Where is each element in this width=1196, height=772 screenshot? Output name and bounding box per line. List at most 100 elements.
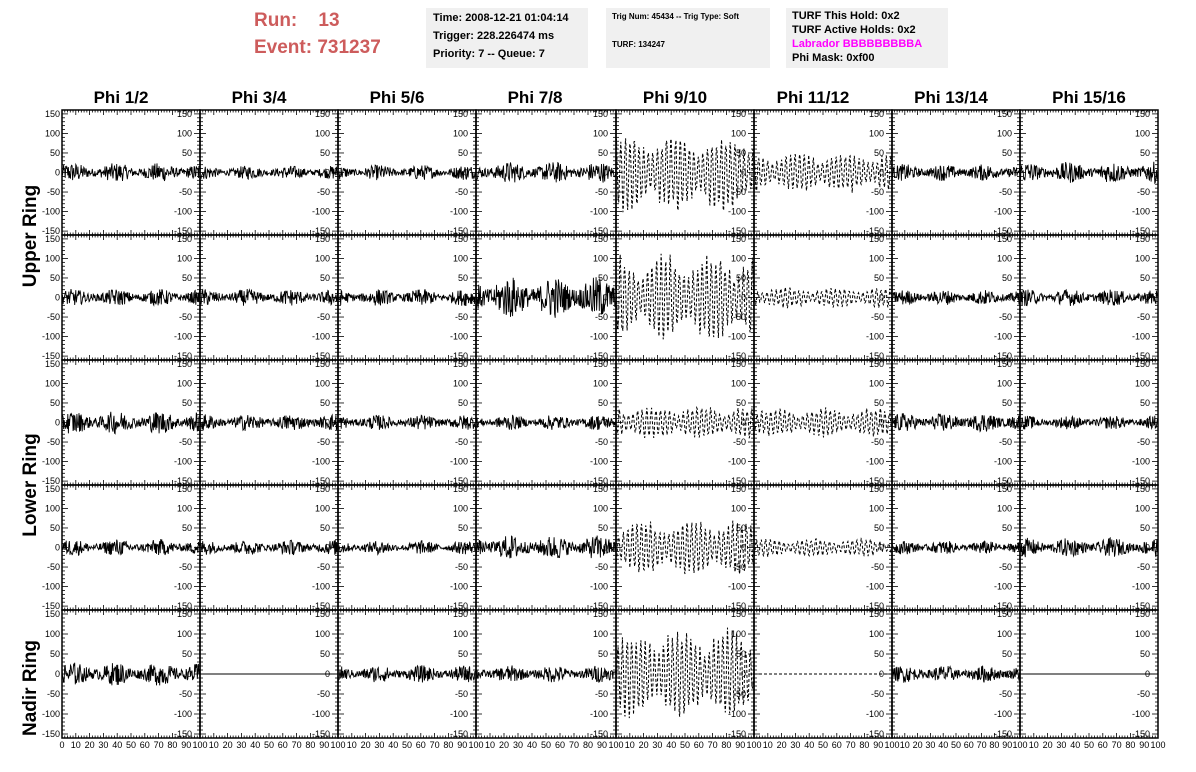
y-tick-label: 100 [453, 253, 468, 263]
y-tick-label-left: -50 [47, 312, 60, 322]
y-tick-label: 100 [453, 378, 468, 388]
y-tick-label-left: 50 [50, 523, 60, 533]
waveform-trace [337, 540, 477, 556]
waveform-trace [891, 164, 1021, 181]
trig-num-text: Trig Num: 45434 -- Trig Type: Soft [612, 12, 739, 21]
waveform-trace [1019, 288, 1159, 307]
y-tick-label-left: -100 [42, 207, 60, 217]
trigger-time-text: Trigger: 228.226474 ms [433, 30, 555, 42]
y-tick-label: 50 [598, 273, 608, 283]
y-tick-label: 50 [874, 398, 884, 408]
y-tick-label: 100 [453, 128, 468, 138]
y-tick-label: 0 [187, 293, 192, 303]
y-tick-label: 100 [997, 128, 1012, 138]
y-tick-label: 150 [177, 109, 192, 119]
y-tick-label: -50 [455, 562, 468, 572]
y-tick-label: -50 [1137, 187, 1150, 197]
waveform-trace [615, 137, 755, 213]
y-tick-label: -100 [1132, 207, 1150, 217]
y-tick-label: 50 [1002, 148, 1012, 158]
waveform-trace [891, 413, 1021, 433]
y-tick-label: 150 [1135, 359, 1150, 369]
y-tick-label: -50 [999, 437, 1012, 447]
y-tick-label: -150 [866, 351, 884, 361]
waveform-trace [1019, 161, 1159, 185]
y-tick-label: -50 [317, 437, 330, 447]
waveform-trace [61, 289, 201, 307]
y-tick-label: 100 [593, 378, 608, 388]
waveform-trace [475, 414, 617, 431]
y-tick-label-left: 50 [50, 148, 60, 158]
y-tick-label: 50 [598, 148, 608, 158]
y-tick-label: 50 [458, 273, 468, 283]
y-tick-label: -50 [1137, 312, 1150, 322]
y-tick-label: 50 [598, 398, 608, 408]
y-tick-label: 50 [320, 273, 330, 283]
turf-text: TURF: 134247 [612, 40, 665, 49]
y-tick-label: -100 [312, 332, 330, 342]
y-tick-label: -150 [312, 601, 330, 611]
y-tick-label: -100 [1132, 332, 1150, 342]
column-header-phi-15-16: Phi 15/16 [1052, 88, 1126, 107]
y-tick-label: 150 [177, 359, 192, 369]
time-info-box: Time: 2008-12-21 01:04:14 Trigger: 228.2… [426, 8, 588, 68]
y-tick-label: -150 [174, 476, 192, 486]
y-tick-label: -100 [312, 207, 330, 217]
y-tick-label: -100 [866, 207, 884, 217]
y-tick-label: -150 [590, 351, 608, 361]
y-tick-label: 150 [593, 484, 608, 494]
y-tick-label: -50 [455, 187, 468, 197]
y-tick-label: 100 [315, 378, 330, 388]
turf-active-holds-text: TURF Active Holds: 0x2 [792, 24, 916, 36]
y-tick-label: -100 [450, 457, 468, 467]
y-tick-label: 100 [593, 503, 608, 513]
y-tick-label: -50 [733, 187, 746, 197]
y-tick-label: -150 [312, 226, 330, 236]
y-tick-label: 150 [315, 359, 330, 369]
y-tick-label: -150 [312, 351, 330, 361]
y-tick-label: 150 [453, 484, 468, 494]
y-tick-label: 100 [1135, 128, 1150, 138]
waveform-trace [61, 162, 201, 182]
y-tick-label-left: 150 [45, 109, 60, 119]
y-tick-label: 150 [593, 109, 608, 119]
waveform-trace [199, 539, 339, 556]
time-text: Time: 2008-12-21 01:04:14 [433, 12, 569, 24]
y-tick-label: -100 [994, 457, 1012, 467]
y-tick-label-left: -100 [42, 457, 60, 467]
y-tick-label: 50 [1002, 273, 1012, 283]
y-tick-label-left: 50 [50, 398, 60, 408]
y-tick-label: -100 [728, 207, 746, 217]
event-label: Event: 731237 [254, 37, 381, 58]
waveform-trace [475, 535, 617, 559]
y-tick-label: 100 [997, 253, 1012, 263]
y-tick-label-left: 100 [45, 378, 60, 388]
y-tick-label: 50 [874, 148, 884, 158]
y-tick-label: 150 [997, 109, 1012, 119]
y-tick-label: 150 [731, 109, 746, 119]
y-tick-label: -100 [590, 207, 608, 217]
y-tick-label: -50 [179, 312, 192, 322]
y-tick-label: -50 [179, 562, 192, 572]
y-tick-label: 150 [869, 359, 884, 369]
y-tick-label: 150 [1135, 109, 1150, 119]
y-tick-label: 100 [1135, 378, 1150, 388]
y-tick-label: 50 [182, 523, 192, 533]
y-tick-label: 100 [593, 128, 608, 138]
y-tick-label: 50 [736, 148, 746, 158]
y-tick-label: -50 [733, 437, 746, 447]
trig-info-box: Trig Num: 45434 -- Trig Type: Soft TURF:… [606, 8, 770, 68]
waveform-trace [615, 405, 755, 439]
y-tick-label-left: -100 [42, 332, 60, 342]
y-tick-label: 150 [997, 359, 1012, 369]
y-tick-label: -100 [994, 207, 1012, 217]
priority-text: Priority: 7 -- Queue: 7 [433, 48, 545, 60]
y-tick-label-left: 150 [45, 359, 60, 369]
y-tick-label: -50 [999, 187, 1012, 197]
y-tick-label-left: -150 [42, 476, 60, 486]
y-tick-label: -150 [590, 226, 608, 236]
y-tick-label: -100 [450, 582, 468, 592]
waveform-trace [199, 165, 339, 181]
y-tick-label: -150 [174, 351, 192, 361]
y-tick-label-left: 0 [55, 293, 60, 303]
